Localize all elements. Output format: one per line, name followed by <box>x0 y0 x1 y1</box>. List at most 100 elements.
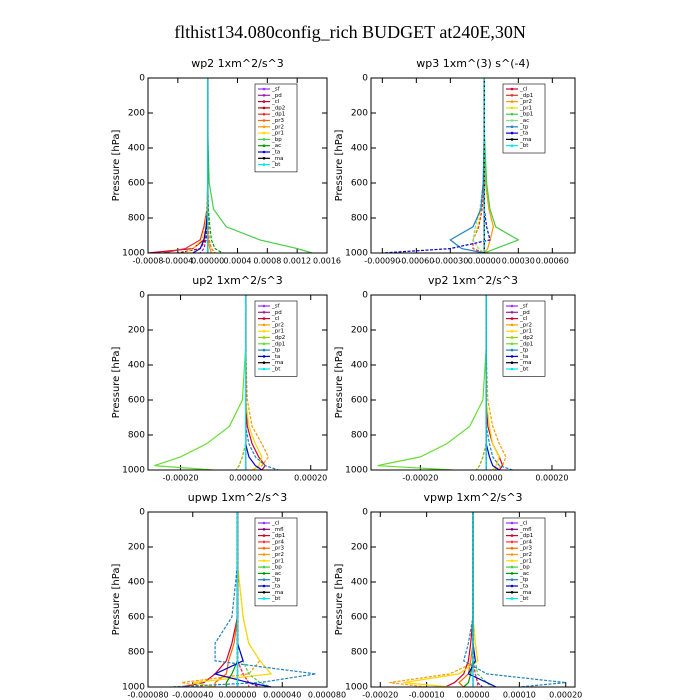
profile-line <box>207 78 223 254</box>
profile-line <box>485 295 500 471</box>
x-tick-label: 0.0008 <box>253 257 281 266</box>
legend-marker <box>510 94 514 97</box>
y-tick-label: 200 <box>128 543 145 553</box>
legend-label: _cl <box>519 87 528 93</box>
legend-label: _cl <box>271 316 280 322</box>
y-tick-label: 600 <box>128 613 145 623</box>
legend-label: _ma <box>271 360 283 366</box>
y-tick-label: 200 <box>351 543 368 553</box>
y-tick-label: 0 <box>139 508 145 518</box>
legend-marker <box>510 528 514 531</box>
profile-line <box>192 512 273 688</box>
y-tick-label: 0 <box>362 508 368 518</box>
legend-marker <box>262 119 266 122</box>
x-tick-label: -0.00020 <box>163 474 199 483</box>
y-tick-label: 400 <box>128 578 145 588</box>
legend-marker <box>262 106 266 110</box>
legend-label: _bt <box>271 367 281 373</box>
legend-label: _pr2 <box>519 322 532 328</box>
legend-marker <box>510 361 514 365</box>
figure-title: flthist134.080config_rich BUDGET at240E,… <box>174 22 526 42</box>
profile-line <box>475 295 487 471</box>
legend-marker <box>262 157 266 160</box>
legend-marker <box>510 125 514 129</box>
legend-marker <box>262 578 266 581</box>
profile-line <box>225 512 239 687</box>
x-tick-label: 0.00020 <box>535 474 568 483</box>
legend-label: _dp1 <box>271 341 285 347</box>
legend-label: _sf <box>519 304 529 310</box>
profile-line <box>177 78 209 254</box>
legend-label: _cl <box>519 521 528 527</box>
legend-marker <box>510 572 514 575</box>
legend-marker <box>510 342 514 346</box>
y-tick-label: 1000 <box>345 249 368 259</box>
legend-marker <box>510 565 514 569</box>
legend-label: _tp <box>271 577 281 583</box>
legend-label: _bt <box>519 143 529 149</box>
x-tick-label: -0.00020 <box>362 691 398 700</box>
legend-marker <box>510 100 514 103</box>
legend-marker <box>262 591 266 594</box>
legend-label: _tp <box>519 348 529 354</box>
legend-label: _ta <box>519 584 528 590</box>
profile-line <box>235 295 247 471</box>
x-tick-label: 0.00000 <box>468 257 501 266</box>
profile-line <box>147 78 209 254</box>
legend-label: _pr2 <box>271 124 284 130</box>
legend-label: _pr1 <box>271 131 284 137</box>
profile-line <box>403 512 479 688</box>
legend-marker <box>262 87 266 91</box>
legend-label: _ma <box>519 360 531 366</box>
legend-label: _pr1 <box>519 105 532 111</box>
y-tick-label: 0 <box>362 291 368 301</box>
legend-marker <box>262 355 266 358</box>
y-axis-label: Pressure [hPa] <box>111 130 122 202</box>
x-tick-label: 0.0012 <box>283 257 311 266</box>
x-tick-label: 0.00030 <box>502 257 535 266</box>
legend-label: _dp2 <box>271 105 285 111</box>
y-tick-label: 400 <box>351 361 368 371</box>
y-axis-label: Pressure [hPa] <box>334 564 345 636</box>
plot-frame <box>370 77 576 254</box>
x-tick-label: -0.000080 <box>127 691 168 700</box>
legend-label: _ma <box>519 137 531 143</box>
legend-box <box>254 83 298 173</box>
legend-label: _pr4 <box>519 539 533 545</box>
legend-marker <box>510 521 514 525</box>
y-tick-label: 400 <box>351 578 368 588</box>
legend-label: _dp1 <box>271 112 285 118</box>
x-tick-label: -0.000040 <box>172 691 213 700</box>
legend-label: _pd <box>519 310 530 316</box>
legend-marker <box>262 342 266 346</box>
legend-label: _ta <box>271 150 280 156</box>
panel-title: up2 1xm^2/s^3 <box>192 274 283 287</box>
legend-marker <box>510 578 514 581</box>
x-tick-label: 0.00060 <box>536 257 569 266</box>
legend-marker <box>262 553 266 556</box>
legend-label: _bt <box>519 367 529 373</box>
legend-label: _pr1 <box>519 329 532 335</box>
profile-line <box>162 78 209 254</box>
profile-line <box>444 512 474 688</box>
legend-marker <box>510 540 514 544</box>
y-tick-label: 800 <box>128 214 145 224</box>
legend-marker <box>510 144 514 147</box>
x-tick-label: 0.00000 <box>470 474 503 483</box>
legend-marker <box>262 367 266 371</box>
legend-label: _ta <box>519 354 528 360</box>
legend-marker <box>262 528 266 531</box>
x-tick-label: 0.0016 <box>313 257 341 266</box>
plot-frame <box>147 511 328 688</box>
legend-marker <box>510 138 514 141</box>
y-tick-label: 600 <box>351 179 368 189</box>
legend-label: _cl <box>271 521 280 527</box>
profile-line <box>458 512 474 688</box>
legend-marker <box>262 163 266 166</box>
legend-marker <box>510 534 514 537</box>
panel-title: upwp 1xm^2/s^3 <box>188 491 288 504</box>
legend-marker <box>262 125 266 129</box>
legend-label: _dp1 <box>519 533 533 539</box>
plot-frame <box>147 294 328 471</box>
legend-marker <box>262 150 266 154</box>
